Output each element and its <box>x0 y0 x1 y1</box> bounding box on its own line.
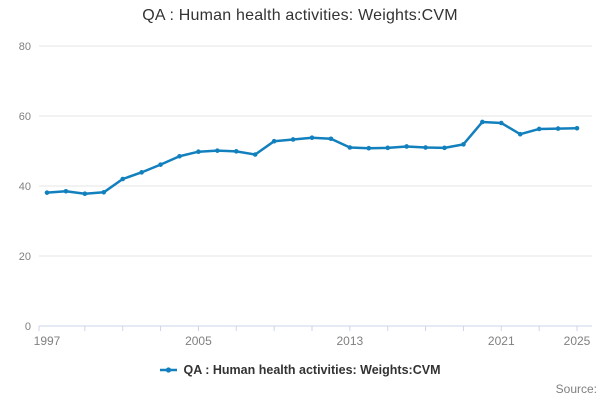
data-point[interactable] <box>555 126 561 131</box>
data-point[interactable] <box>442 145 447 151</box>
data-point[interactable] <box>480 119 485 125</box>
data-point[interactable] <box>158 162 163 167</box>
x-tick-label: 2025 <box>564 334 591 348</box>
data-point[interactable] <box>423 145 428 150</box>
y-tick-label: 0 <box>25 321 31 333</box>
data-point[interactable] <box>366 145 372 151</box>
data-point[interactable] <box>252 152 258 157</box>
data-point[interactable] <box>309 135 315 140</box>
data-point[interactable] <box>385 145 391 151</box>
chart-title: QA : Human health activities: Weights:CV… <box>142 7 458 24</box>
plot-area[interactable]: 0 20 40 60 80 1997 2005 2013 2021 2025 <box>0 0 600 356</box>
data-point[interactable] <box>101 190 107 195</box>
x-tick-label: 2005 <box>185 334 212 348</box>
data-point[interactable] <box>139 170 144 175</box>
legend[interactable]: QA : Human health activities: Weights:CV… <box>0 363 600 377</box>
y-tick-label: 60 <box>19 111 31 123</box>
y-tick-label: 80 <box>19 41 31 53</box>
data-point[interactable] <box>271 138 277 144</box>
series-line <box>45 120 579 195</box>
data-point[interactable] <box>177 153 182 159</box>
data-point[interactable] <box>517 131 523 137</box>
data-point[interactable] <box>536 126 542 132</box>
data-point[interactable] <box>120 176 126 182</box>
data-point[interactable] <box>63 188 69 194</box>
data-point[interactable] <box>82 191 88 196</box>
data-point[interactable] <box>574 125 580 131</box>
x-tick-label: 2021 <box>488 334 515 348</box>
data-point[interactable] <box>233 149 239 154</box>
data-point[interactable] <box>290 137 296 142</box>
x-tick-label: 2013 <box>337 334 364 348</box>
data-point[interactable] <box>215 148 220 153</box>
legend-marker-icon <box>159 366 177 373</box>
data-point[interactable] <box>328 136 334 142</box>
data-point[interactable] <box>196 149 201 154</box>
data-point[interactable] <box>347 145 353 150</box>
data-point[interactable] <box>461 142 466 147</box>
y-tick-label: 20 <box>19 251 31 263</box>
y-tick-label: 40 <box>19 181 31 193</box>
legend-label: QA : Human health activities: Weights:CV… <box>183 362 441 377</box>
data-point[interactable] <box>404 144 409 149</box>
source-label: Source: <box>555 382 597 396</box>
data-point[interactable] <box>498 120 504 126</box>
data-point[interactable] <box>44 190 50 195</box>
x-tick-label: 1997 <box>34 334 61 348</box>
